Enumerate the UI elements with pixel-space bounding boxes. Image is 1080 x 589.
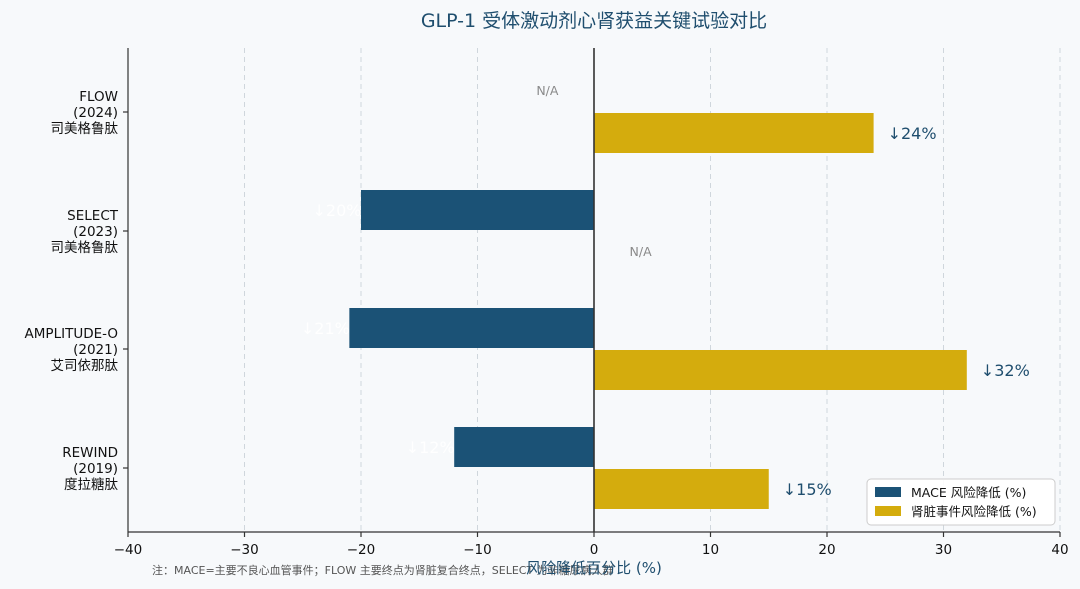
legend-box (866, 478, 1056, 526)
x-tick-label-0: −40 (114, 542, 143, 558)
x-tick-label-4: 0 (590, 542, 599, 558)
category-label-1-1: (2023) (73, 224, 118, 240)
bar-1-2 (594, 350, 967, 390)
na-label-1-1: N/A (630, 244, 653, 259)
legend-label-0: MACE 风险降低 (%) (911, 485, 1026, 500)
value-label-1-0: ↓24% (888, 124, 937, 143)
bar-0-2 (349, 308, 594, 348)
x-tick-label-1: −30 (230, 542, 259, 558)
category-label-2-2: 艾司依那肽 (51, 358, 119, 374)
value-label-1-3: ↓15% (783, 480, 832, 499)
legend-label-1: 肾脏事件风险降低 (%) (911, 504, 1037, 519)
legend-swatch-1 (875, 506, 901, 516)
category-label-1-2: 司美格鲁肽 (51, 240, 119, 256)
x-tick-label-6: 20 (818, 542, 835, 558)
bar-1-3 (594, 469, 769, 509)
category-label-0-1: (2024) (73, 105, 118, 121)
category-labels: FLOW(2024)司美格鲁肽SELECT(2023)司美格鲁肽AMPLITUD… (25, 89, 128, 493)
category-label-0-2: 司美格鲁肽 (51, 121, 119, 137)
value-label-0-3: ↓12% (406, 438, 455, 457)
bar-1-0 (594, 113, 874, 153)
value-label-1-2: ↓32% (981, 361, 1030, 380)
x-tick-label-3: −10 (463, 542, 492, 558)
category-label-2-0: AMPLITUDE-O (25, 326, 118, 342)
value-labels: N/A ↓20% ↓21% ↓12% ↓24% N/A ↓32% ↓15% (301, 83, 1030, 499)
na-label-0-0: N/A (536, 83, 559, 98)
legend-swatch-0 (875, 487, 901, 497)
category-label-3-2: 度拉糖肽 (64, 477, 118, 493)
category-label-3-0: REWIND (62, 445, 118, 461)
legend: MACE 风险降低 (%) 肾脏事件风险降低 (%) (866, 478, 1056, 526)
chart-title: GLP-1 受体激动剂心肾获益关键试验对比 (421, 10, 767, 32)
category-label-3-1: (2019) (73, 461, 118, 477)
category-label-0-0: FLOW (79, 89, 118, 105)
bar-0-1 (361, 190, 594, 230)
x-tick-label-8: 40 (1051, 542, 1068, 558)
bar-0-3 (454, 427, 594, 467)
value-label-0-2: ↓21% (301, 319, 350, 338)
category-label-2-1: (2021) (73, 342, 118, 358)
x-axis-title: 风险降低百分比 (%) (526, 559, 662, 577)
x-tick-label-5: 10 (702, 542, 719, 558)
value-label-0-1: ↓20% (313, 201, 362, 220)
x-tick-label-2: −20 (347, 542, 376, 558)
x-tick-label-7: 30 (935, 542, 952, 558)
footnote: 注：MACE=主要不良心血管事件；FLOW 主要终点为肾脏复合终点，SELECT… (152, 563, 614, 577)
axes: −40 −30 −20 −10 0 10 20 30 40 (114, 48, 1069, 558)
bars (349, 113, 967, 509)
category-label-1-0: SELECT (67, 208, 119, 224)
